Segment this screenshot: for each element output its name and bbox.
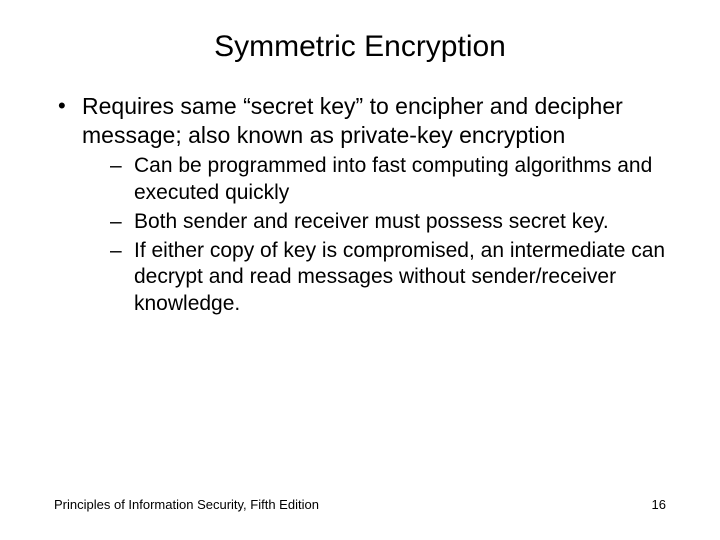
slide-body: Requires same “secret key” to encipher a… — [0, 92, 720, 318]
sub-bullet-item: Both sender and receiver must possess se… — [110, 209, 666, 236]
bullet-item: Requires same “secret key” to encipher a… — [54, 92, 666, 318]
sub-bullet-text: Can be programmed into fast computing al… — [134, 154, 652, 204]
bullet-list: Requires same “secret key” to encipher a… — [54, 92, 666, 318]
sub-bullet-item: If either copy of key is compromised, an… — [110, 238, 666, 319]
sub-bullet-text: If either copy of key is compromised, an… — [134, 239, 665, 316]
slide-title: Symmetric Encryption — [0, 0, 720, 92]
bullet-text: Requires same “secret key” to encipher a… — [82, 93, 623, 148]
slide: Symmetric Encryption Requires same “secr… — [0, 0, 720, 540]
sub-bullet-item: Can be programmed into fast computing al… — [110, 153, 666, 207]
sub-bullet-list: Can be programmed into fast computing al… — [82, 153, 666, 318]
footer-source: Principles of Information Security, Fift… — [54, 497, 319, 512]
slide-number: 16 — [652, 497, 666, 512]
sub-bullet-text: Both sender and receiver must possess se… — [134, 210, 609, 233]
